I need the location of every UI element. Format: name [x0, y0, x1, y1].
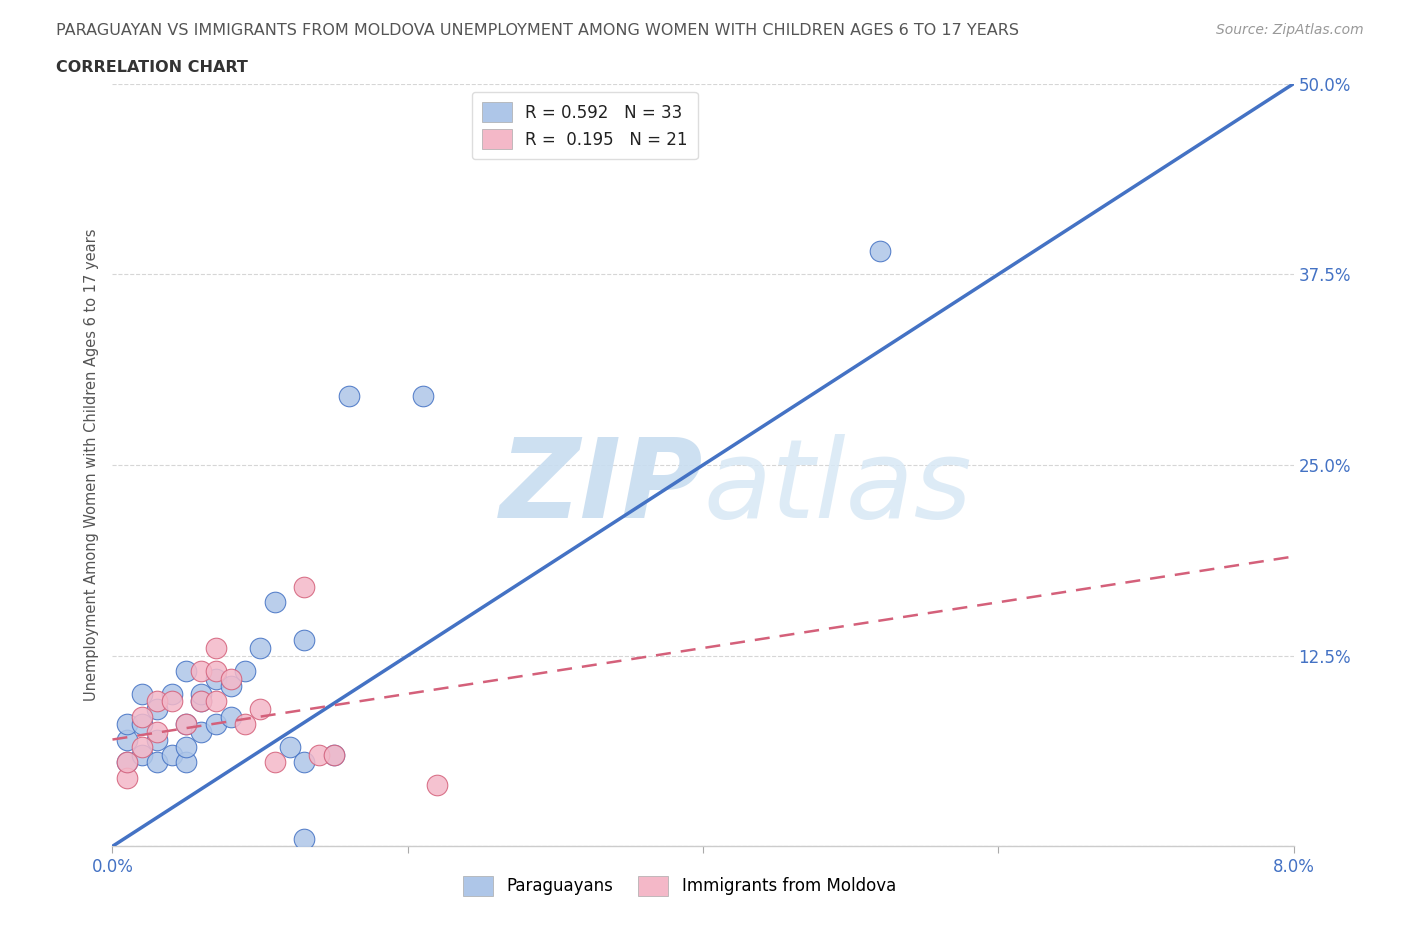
Point — [174, 663, 197, 678]
Point — [146, 755, 169, 770]
Legend: Paraguayans, Immigrants from Moldova: Paraguayans, Immigrants from Moldova — [457, 870, 903, 903]
Point — [117, 755, 138, 770]
Point — [205, 641, 228, 656]
Point — [233, 717, 256, 732]
Point — [117, 755, 138, 770]
Point — [205, 671, 228, 686]
Point — [292, 831, 315, 846]
Text: CORRELATION CHART: CORRELATION CHART — [56, 60, 247, 75]
Point — [264, 595, 287, 610]
Point — [190, 686, 212, 701]
Point — [292, 579, 315, 594]
Point — [264, 755, 287, 770]
Point — [160, 694, 183, 709]
Point — [131, 686, 153, 701]
Point — [146, 694, 169, 709]
Point — [292, 755, 315, 770]
Point — [146, 724, 169, 739]
Point — [205, 694, 228, 709]
Point — [412, 389, 434, 404]
Point — [117, 770, 138, 785]
Point — [308, 748, 330, 763]
Point — [174, 755, 197, 770]
Point — [219, 679, 242, 694]
Point — [160, 686, 183, 701]
Point — [219, 671, 242, 686]
Point — [131, 748, 153, 763]
Point — [249, 641, 271, 656]
Point — [205, 663, 228, 678]
Text: PARAGUAYAN VS IMMIGRANTS FROM MOLDOVA UNEMPLOYMENT AMONG WOMEN WITH CHILDREN AGE: PARAGUAYAN VS IMMIGRANTS FROM MOLDOVA UN… — [56, 23, 1019, 38]
Point — [117, 717, 138, 732]
Point — [190, 724, 212, 739]
Point — [323, 748, 346, 763]
Point — [174, 717, 197, 732]
Point — [174, 717, 197, 732]
Point — [292, 633, 315, 648]
Point — [117, 732, 138, 747]
Point — [323, 748, 346, 763]
Point — [190, 663, 212, 678]
Point — [233, 663, 256, 678]
Point — [205, 717, 228, 732]
Point — [131, 710, 153, 724]
Point — [219, 710, 242, 724]
Text: atlas: atlas — [703, 434, 972, 541]
Text: Source: ZipAtlas.com: Source: ZipAtlas.com — [1216, 23, 1364, 37]
Point — [160, 748, 183, 763]
Point — [249, 701, 271, 716]
Point — [869, 244, 891, 259]
Point — [146, 732, 169, 747]
Point — [337, 389, 360, 404]
Point — [131, 717, 153, 732]
Point — [146, 701, 169, 716]
Point — [190, 694, 212, 709]
Y-axis label: Unemployment Among Women with Children Ages 6 to 17 years: Unemployment Among Women with Children A… — [83, 229, 98, 701]
Point — [278, 739, 301, 754]
Point — [190, 694, 212, 709]
Point — [131, 739, 153, 754]
Text: ZIP: ZIP — [499, 434, 703, 541]
Point — [426, 777, 449, 792]
Point — [174, 739, 197, 754]
